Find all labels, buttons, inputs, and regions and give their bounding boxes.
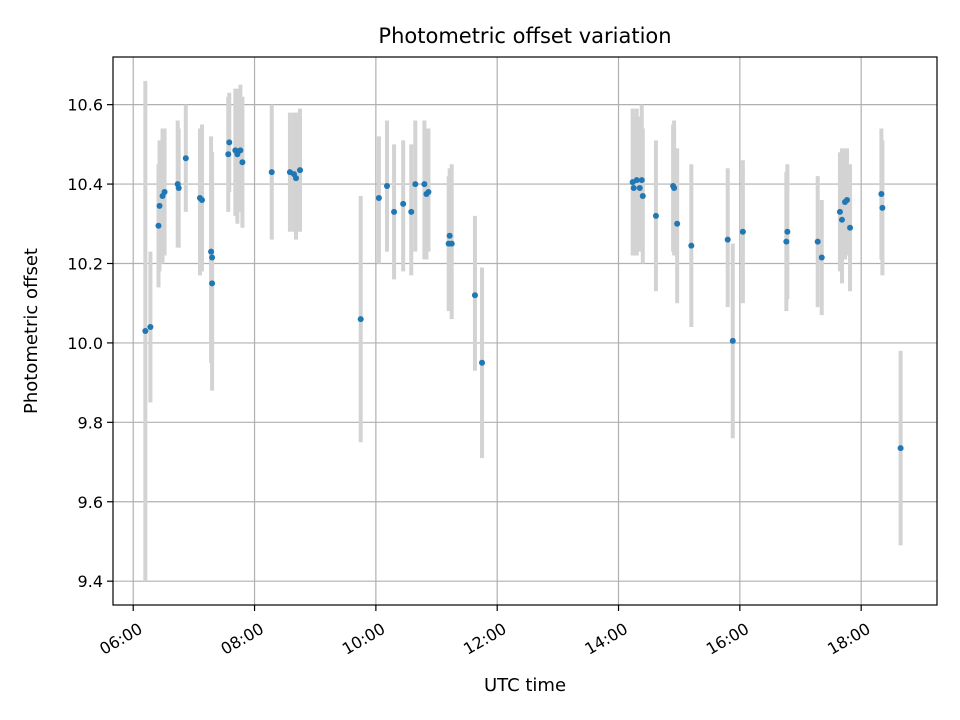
y-tick-label: 9.8 xyxy=(78,413,103,432)
data-point xyxy=(209,280,216,287)
data-point xyxy=(175,185,182,192)
error-bars xyxy=(143,80,903,582)
data-point xyxy=(878,191,885,197)
data-point xyxy=(847,224,854,231)
data-point xyxy=(161,189,168,196)
data-point xyxy=(208,248,215,255)
data-point xyxy=(412,181,419,188)
data-point xyxy=(638,177,645,184)
data-point xyxy=(142,328,149,334)
data-point xyxy=(844,196,851,203)
data-points xyxy=(142,139,904,452)
data-point xyxy=(147,324,154,331)
data-point xyxy=(421,181,428,188)
y-tick-label: 9.6 xyxy=(78,493,103,512)
data-point xyxy=(383,183,390,190)
data-point xyxy=(633,177,640,184)
y-tick-label: 9.4 xyxy=(78,572,103,591)
x-axis-label: UTC time xyxy=(484,675,566,696)
plot-area-frame xyxy=(112,56,938,606)
data-point xyxy=(408,208,415,215)
grid xyxy=(113,57,937,605)
data-point xyxy=(636,185,643,192)
x-tick-label: 10:00 xyxy=(339,619,388,659)
data-point xyxy=(479,359,486,366)
data-point xyxy=(155,222,162,229)
data-point xyxy=(639,192,646,199)
data-point xyxy=(471,292,478,299)
y-tick-label: 10.0 xyxy=(67,334,103,353)
data-point xyxy=(292,175,299,182)
data-point xyxy=(239,159,246,166)
x-tick-label: 06:00 xyxy=(96,619,145,659)
x-tick-label: 12:00 xyxy=(460,619,509,659)
data-point xyxy=(425,189,432,196)
x-tick-label: 14:00 xyxy=(581,619,630,659)
data-point xyxy=(838,216,845,223)
data-point xyxy=(652,212,659,219)
data-point xyxy=(237,147,244,154)
data-point xyxy=(897,445,904,452)
data-point xyxy=(226,139,233,146)
data-point xyxy=(268,169,275,176)
y-tick-label: 10.6 xyxy=(67,96,103,115)
data-point xyxy=(879,204,886,211)
data-point xyxy=(182,155,189,162)
data-point xyxy=(784,228,791,235)
data-point xyxy=(225,151,232,158)
data-point xyxy=(739,228,746,235)
x-tick-label: 08:00 xyxy=(218,619,267,659)
data-point xyxy=(209,254,216,261)
data-point xyxy=(446,232,453,239)
data-point xyxy=(724,236,731,243)
y-axis-label: Photometric offset xyxy=(21,248,42,414)
data-point xyxy=(836,208,843,215)
data-point xyxy=(671,185,678,192)
y-axis-ticks: 9.4 9.6 9.8 10.0 10.2 10.4 10.6 xyxy=(67,96,113,591)
y-tick-label: 10.2 xyxy=(67,254,103,273)
data-point xyxy=(729,337,736,344)
data-point xyxy=(198,196,205,203)
x-tick-label: 16:00 xyxy=(703,619,752,659)
data-point xyxy=(375,194,382,201)
x-axis-ticks: 06:00 08:00 10:00 12:00 14:00 16:00 18:00 xyxy=(96,605,874,659)
chart-title: Photometric offset variation xyxy=(378,24,671,48)
data-point xyxy=(688,242,695,249)
data-point xyxy=(297,167,304,174)
data-point xyxy=(448,240,455,247)
data-point xyxy=(357,316,364,323)
data-point xyxy=(814,238,821,245)
data-point xyxy=(674,220,681,227)
data-point xyxy=(783,238,790,245)
y-tick-label: 10.4 xyxy=(67,175,103,194)
data-point xyxy=(818,254,825,261)
data-point xyxy=(630,185,637,192)
data-point xyxy=(156,202,163,209)
x-tick-label: 18:00 xyxy=(824,619,873,659)
data-point xyxy=(400,200,407,207)
data-point xyxy=(391,208,398,215)
